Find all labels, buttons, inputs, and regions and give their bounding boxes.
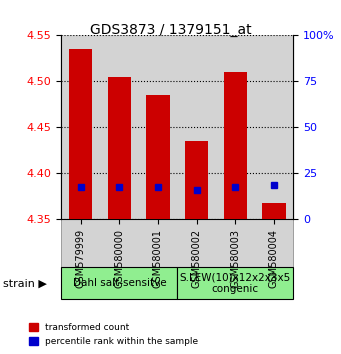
Text: strain ▶: strain ▶ [3, 278, 47, 288]
Text: S.LEW(10)x12x2x3x5
congenic: S.LEW(10)x12x2x3x5 congenic [180, 272, 291, 294]
Bar [255, 35, 293, 219]
Bar [185, 141, 208, 219]
Bar [61, 35, 100, 219]
Bar [108, 77, 131, 219]
Text: GDS3873 / 1379151_at: GDS3873 / 1379151_at [90, 23, 251, 37]
Bar [224, 72, 247, 219]
Bar [177, 35, 216, 219]
Bar [139, 35, 177, 219]
Bar [146, 95, 169, 219]
Bar [100, 35, 139, 219]
Bar [69, 49, 92, 219]
Bar [262, 203, 285, 219]
Bar [216, 35, 255, 219]
Legend: transformed count, percentile rank within the sample: transformed count, percentile rank withi… [25, 320, 202, 349]
Text: Dahl salt-sensitve: Dahl salt-sensitve [73, 278, 166, 288]
